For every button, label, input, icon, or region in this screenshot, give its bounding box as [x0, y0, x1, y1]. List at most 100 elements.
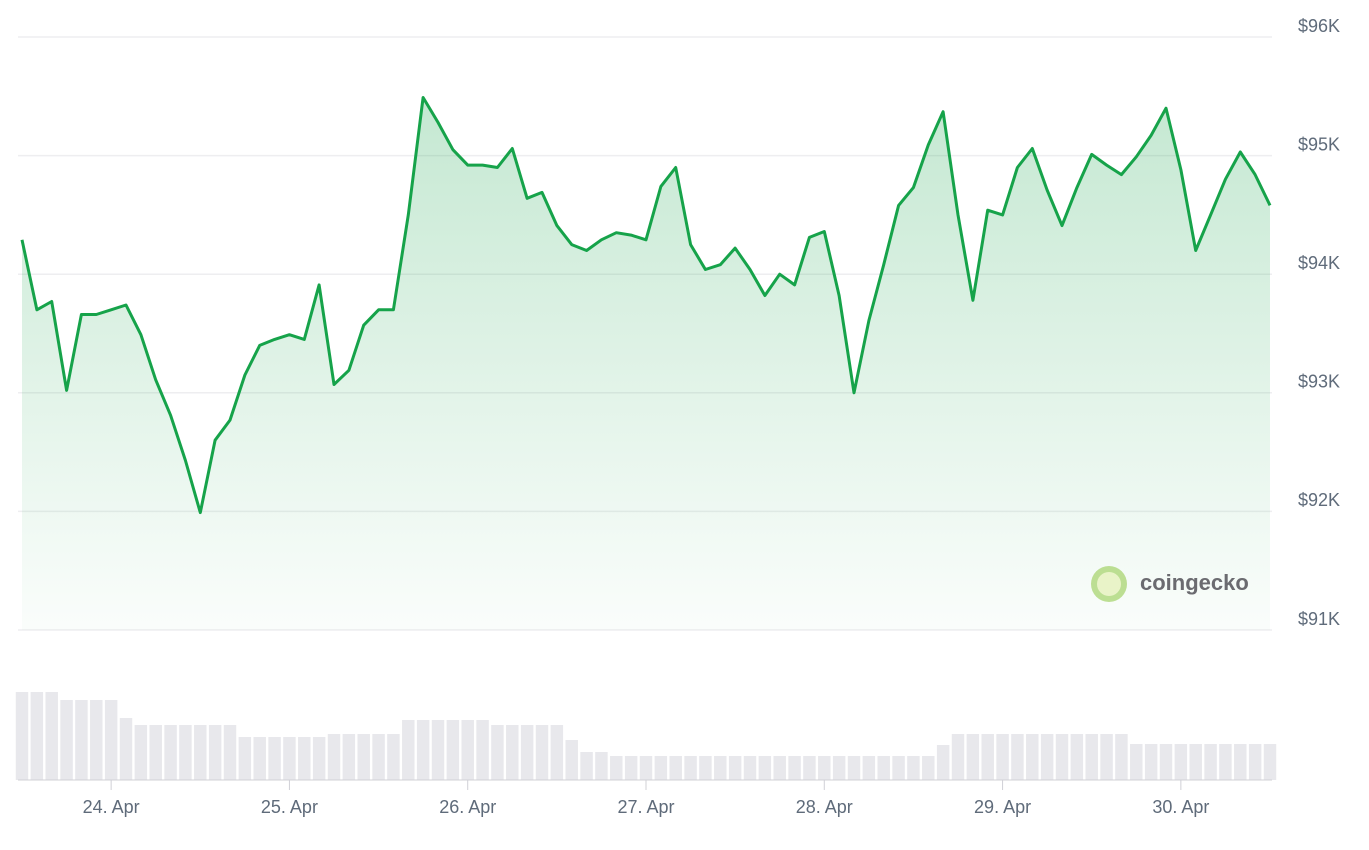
volume-bar: [1100, 734, 1113, 780]
volume-bar: [45, 692, 58, 780]
volume-bar: [1189, 744, 1202, 780]
volume-bar: [416, 720, 430, 780]
y-tick-label: $96K: [1298, 16, 1340, 36]
volume-bar: [996, 734, 1009, 780]
volume-bar: [1040, 734, 1054, 780]
volume-bar: [743, 756, 757, 780]
volume-bar: [446, 720, 460, 780]
volume-bar: [1159, 744, 1173, 780]
volume-bar: [1055, 734, 1069, 780]
volume-bar: [1219, 744, 1232, 780]
volume-bar: [387, 734, 400, 780]
volume-bar: [149, 725, 162, 780]
volume-bar: [1174, 744, 1188, 780]
volume-bar: [75, 700, 88, 780]
volume-bar: [253, 737, 266, 780]
volume-bar: [639, 756, 653, 780]
volume-bar: [580, 752, 593, 780]
volume-bar: [936, 745, 950, 780]
volume-bar: [951, 734, 965, 780]
volume-bar: [773, 756, 786, 780]
volume-bar: [1248, 744, 1262, 780]
volume-bar: [208, 725, 222, 780]
area: [22, 97, 1270, 630]
y-tick-label: $93K: [1298, 372, 1340, 392]
volume-bar: [461, 720, 474, 780]
volume-bar: [491, 725, 504, 780]
volume-bar: [565, 740, 578, 780]
volume-bar: [476, 720, 489, 780]
volume-bar: [1144, 744, 1158, 780]
volume-bar: [907, 756, 920, 780]
volume-bar: [90, 700, 103, 780]
volume-bar: [758, 756, 772, 780]
volume-bar: [179, 725, 192, 780]
volume-bar: [134, 725, 148, 780]
volume-bar: [268, 737, 281, 780]
volume-bar: [1234, 744, 1247, 780]
volume-bar: [818, 756, 831, 780]
x-tick-label: 29. Apr: [974, 797, 1031, 817]
y-tick-label: $91K: [1298, 609, 1340, 629]
volume-bar: [1026, 734, 1039, 780]
watermark-logo-inner: [1097, 572, 1121, 596]
volume-bar: [892, 756, 905, 780]
y-tick-label: $95K: [1298, 134, 1340, 154]
volume-bar: [728, 756, 742, 780]
x-tick-label: 25. Apr: [261, 797, 318, 817]
volume-bar: [1204, 744, 1217, 780]
volume-bar: [357, 734, 370, 780]
volume-bar: [119, 718, 133, 780]
volume-bar: [862, 756, 876, 780]
volume-bar: [312, 737, 326, 780]
volume-bar: [624, 756, 638, 780]
y-tick-label: $92K: [1298, 490, 1340, 510]
volume-bar: [714, 756, 727, 780]
watermark-text: coingecko: [1140, 570, 1249, 595]
y-tick-label: $94K: [1298, 253, 1340, 273]
volume-bar: [1085, 734, 1098, 780]
volume-bar: [981, 734, 994, 780]
volume-bar: [402, 720, 415, 780]
volume-bar: [877, 756, 890, 780]
volume-bar: [194, 725, 207, 780]
volume-bar: [15, 692, 29, 780]
volume-bar: [327, 734, 341, 780]
volume-bar: [1263, 744, 1277, 780]
volume-bar: [847, 756, 861, 780]
volume-bar: [60, 700, 73, 780]
volume-bar: [699, 756, 712, 780]
volume-bar: [238, 737, 252, 780]
volume-bar: [223, 725, 237, 780]
volume-bar: [298, 737, 311, 780]
volume-bar: [788, 756, 801, 780]
volume-bar: [30, 692, 44, 780]
x-tick-label: 28. Apr: [796, 797, 853, 817]
volume-bar: [372, 734, 385, 780]
x-tick-label: 26. Apr: [439, 797, 496, 817]
volume-bar: [506, 725, 519, 780]
volume-bar: [535, 725, 549, 780]
x-tick-label: 24. Apr: [83, 797, 140, 817]
volume-bar: [654, 756, 668, 780]
volume-bar: [595, 752, 608, 780]
volume-bar: [684, 756, 697, 780]
volume-bar: [832, 756, 846, 780]
price-line: [20, 96, 1272, 515]
volume-bar: [1130, 744, 1143, 780]
volume-bar: [669, 756, 682, 780]
volume-bar: [550, 725, 564, 780]
watermark: coingecko: [1091, 566, 1249, 602]
volume-bar: [803, 756, 816, 780]
x-tick-label: 27. Apr: [617, 797, 674, 817]
volume-bar: [104, 700, 118, 780]
volume-bar: [1115, 734, 1128, 780]
x-tick-label: 30. Apr: [1152, 797, 1209, 817]
volume-bar: [610, 756, 623, 780]
volume-bar: [431, 720, 445, 780]
volume-bar: [1011, 734, 1024, 780]
volume-bar: [1070, 734, 1084, 780]
volume-bar: [164, 725, 177, 780]
volume-bar: [283, 737, 296, 780]
